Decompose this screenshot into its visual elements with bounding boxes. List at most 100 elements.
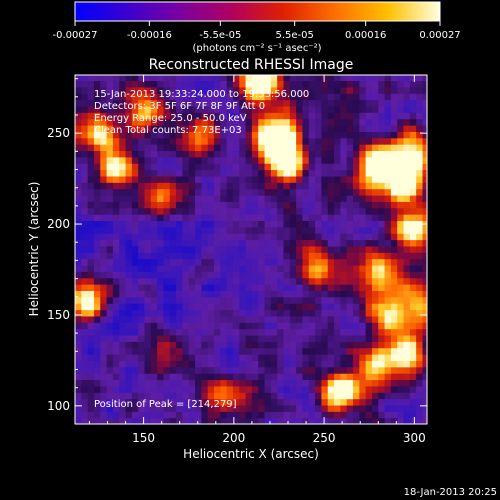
heatmap-cell [289, 239, 297, 247]
heatmap-cell [93, 75, 101, 82]
heatmap-cell [93, 175, 101, 183]
heatmap-cell [359, 411, 367, 419]
heatmap-cell [75, 207, 82, 215]
heatmap-cell [207, 271, 215, 279]
heatmap-cell [378, 131, 386, 139]
heatmap-cell [384, 233, 392, 241]
heatmap-cell [232, 379, 240, 387]
heatmap-cell [308, 284, 316, 291]
heatmap-cell [315, 201, 322, 209]
heatmap-cell [308, 334, 316, 342]
heatmap-cell [112, 105, 120, 113]
heatmap-cell [239, 334, 247, 342]
heatmap-cell [378, 303, 386, 311]
heatmap-cell [327, 264, 335, 272]
plot-frame [74, 74, 428, 425]
heatmap-cell [359, 271, 367, 279]
heatmap-cell [195, 226, 202, 234]
heatmap-cell [390, 169, 398, 177]
heatmap-cell [277, 264, 285, 272]
heatmap-cell [340, 163, 348, 171]
heatmap-cell [213, 194, 221, 202]
heatmap-cell [365, 398, 373, 406]
heatmap-cell [270, 360, 278, 368]
heatmap-cell [270, 80, 278, 88]
heatmap-cell [409, 105, 417, 113]
heatmap-cell [296, 233, 304, 241]
heatmap-cell [176, 99, 184, 107]
heatmap-cell [131, 303, 139, 311]
heatmap-cell [157, 258, 165, 266]
heatmap-cell [359, 169, 367, 177]
heatmap-cell [352, 264, 360, 272]
heatmap-cell [93, 373, 101, 381]
heatmap-cell [264, 360, 272, 368]
heatmap-cell [112, 207, 120, 215]
heatmap-cell [397, 175, 405, 183]
heatmap-cell [403, 271, 411, 279]
heatmap-cell [201, 194, 209, 202]
heatmap-cell [100, 328, 108, 336]
heatmap-cell [150, 252, 158, 260]
heatmap-cell [245, 137, 253, 145]
heatmap-cell [308, 169, 316, 177]
heatmap-cell [289, 271, 297, 279]
heatmap-cell [112, 75, 120, 82]
heatmap-cell [327, 271, 335, 279]
heatmap-cell [416, 233, 424, 241]
heatmap-cell [119, 124, 127, 132]
heatmap-cell [422, 271, 427, 279]
heatmap-cell [226, 322, 234, 330]
heatmap-cell [106, 188, 114, 196]
heatmap-cell [283, 258, 291, 266]
heatmap-cell [106, 271, 114, 279]
heatmap-cell [340, 392, 348, 400]
heatmap-cell [283, 207, 291, 215]
heatmap-cell [232, 328, 240, 336]
heatmap-cell [144, 366, 152, 374]
heatmap-cell [403, 131, 411, 139]
heatmap-cell [397, 373, 405, 381]
heatmap-cell [144, 118, 152, 126]
heatmap-cell [340, 322, 348, 330]
heatmap-cell [176, 124, 184, 132]
heatmap-cell [213, 182, 221, 190]
heatmap-cell [258, 169, 266, 177]
heatmap-cell [258, 124, 266, 132]
heatmap-cell [125, 220, 133, 228]
heatmap-cell [403, 93, 411, 101]
heatmap-cell [232, 226, 240, 234]
heatmap-cell [289, 163, 297, 171]
heatmap-cell [207, 245, 215, 253]
heatmap-cell [226, 105, 234, 113]
heatmap-cell [289, 118, 297, 126]
heatmap-cell [176, 118, 184, 126]
heatmap-cell [384, 315, 392, 323]
heatmap-cell [327, 169, 335, 177]
heatmap-cell [346, 201, 354, 209]
heatmap-cell [283, 347, 291, 355]
heatmap-cell [169, 214, 177, 222]
heatmap-cell [169, 86, 177, 94]
heatmap-cell [112, 169, 120, 177]
heatmap-cell [308, 80, 316, 88]
heatmap-cell [119, 322, 127, 330]
heatmap-cell [81, 341, 89, 349]
heatmap-cell [409, 86, 417, 94]
heatmap-cell [125, 80, 133, 88]
heatmap-cell [169, 137, 177, 145]
heatmap-cell [119, 201, 127, 209]
heatmap-cell [106, 366, 114, 374]
heatmap-cell [195, 131, 202, 139]
heatmap-cell [390, 99, 398, 107]
heatmap-cell [302, 169, 310, 177]
heatmap-cell [308, 131, 316, 139]
heatmap-cell [207, 360, 215, 368]
heatmap-cell [302, 354, 310, 361]
heatmap-cell [264, 175, 272, 183]
heatmap-cell [207, 163, 215, 171]
heatmap-cell [390, 385, 398, 393]
heatmap-cell [251, 169, 259, 177]
heatmap-cell [245, 296, 253, 304]
heatmap-cell [289, 144, 297, 152]
